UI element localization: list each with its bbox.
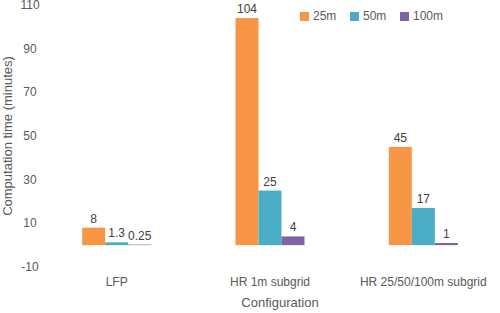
- x-axis-label: Configuration: [241, 295, 318, 310]
- data-label: 4: [290, 220, 297, 234]
- bar: [236, 18, 259, 245]
- y-tick-label: 10: [23, 216, 37, 230]
- bar: [282, 236, 305, 245]
- legend-label: 50m: [363, 9, 386, 23]
- data-label: 17: [417, 192, 431, 206]
- data-label: 104: [237, 2, 257, 16]
- legend-swatch: [350, 12, 359, 21]
- bar: [412, 208, 435, 245]
- data-label: 1: [443, 227, 450, 241]
- data-label: 8: [90, 212, 97, 226]
- data-label: 0.25: [128, 229, 152, 243]
- data-label: 25: [263, 175, 277, 189]
- y-tick-label: 30: [23, 173, 37, 187]
- bar: [128, 244, 151, 246]
- data-label: 1.3: [108, 226, 125, 240]
- bar: [82, 228, 105, 245]
- bar: [105, 242, 128, 245]
- y-tick-label: 110: [20, 0, 39, 12]
- y-axis-label: Computation time (minutes): [0, 56, 15, 216]
- legend-label: 100m: [413, 9, 443, 23]
- legend-swatch: [300, 12, 309, 21]
- bar: [259, 191, 282, 246]
- legend-swatch: [400, 12, 409, 21]
- x-tick-label: HR 25/50/100m subgrid: [360, 275, 487, 289]
- data-label: 45: [394, 131, 408, 145]
- legend-label: 25m: [313, 9, 336, 23]
- bar: [435, 243, 458, 245]
- y-tick-label: -10: [21, 260, 39, 274]
- bar: [389, 147, 412, 245]
- chart: -10 10 30 50 70 90 110 8 104 45 1.3 25 17 0.25 4 1 LFP HR…: [0, 0, 500, 313]
- bars: [82, 18, 458, 245]
- x-tick-label: LFP: [106, 275, 128, 289]
- x-tick-label: HR 1m subgrid: [230, 275, 310, 289]
- y-tick-label: 70: [23, 85, 37, 99]
- y-tick-label: 50: [23, 129, 37, 143]
- y-tick-label: 90: [23, 42, 37, 56]
